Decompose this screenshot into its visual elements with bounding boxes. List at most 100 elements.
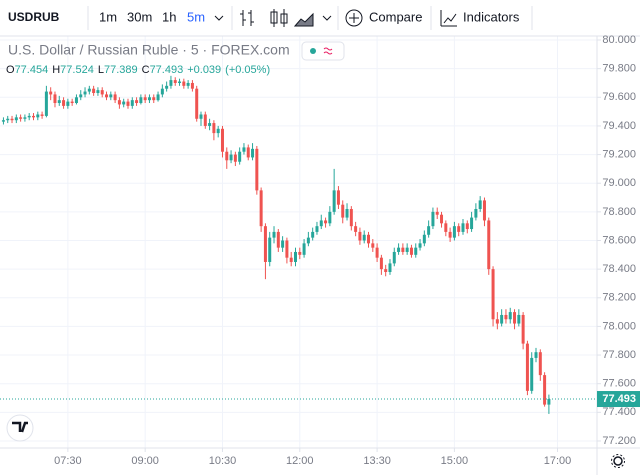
y-tick-label: 78.200 — [602, 292, 636, 304]
candle-body — [66, 101, 70, 106]
ohlc-legend: O77.454 H77.524 L77.389 C77.493 +0.039 (+0.05… — [6, 64, 270, 76]
candle-body — [534, 352, 538, 358]
interval-active[interactable]: 5m — [187, 9, 205, 24]
settings-icon[interactable] — [611, 454, 625, 468]
candle-body — [233, 154, 237, 162]
candle-body — [79, 94, 83, 98]
x-tick-label: 17:00 — [544, 455, 572, 467]
ohlc-value: 77.389 — [104, 64, 138, 76]
candle-body — [190, 82, 194, 89]
candles — [0, 75, 597, 414]
candle-body — [242, 147, 246, 152]
ohlc-label: H — [52, 64, 60, 76]
y-tick-label: 80.000 — [602, 34, 636, 46]
candle-body — [324, 220, 328, 224]
tv-logo[interactable] — [6, 414, 34, 442]
candle-body — [203, 114, 207, 126]
style-menu[interactable] — [322, 15, 332, 21]
candle-body — [547, 399, 551, 405]
compare-plus — [349, 13, 359, 23]
interval[interactable]: 1m — [99, 9, 117, 24]
y-tick-label: 77.600 — [602, 378, 636, 390]
candle-body — [57, 100, 61, 104]
candle-body — [83, 91, 87, 95]
candle-body — [422, 234, 426, 244]
y-tick-label: 79.200 — [602, 148, 636, 160]
x-tick-label: 13:30 — [363, 455, 391, 467]
interval[interactable]: 1h — [162, 9, 176, 24]
status-badge[interactable] — [301, 41, 345, 61]
interval-menu[interactable] — [214, 15, 224, 21]
candle-body — [113, 94, 117, 101]
candle-body — [367, 234, 371, 244]
candle-body — [448, 231, 452, 238]
ohlc-value: 77.524 — [60, 64, 94, 76]
candle-body — [388, 263, 392, 273]
candles-icon[interactable] — [270, 9, 288, 27]
y-tick-label: 79.400 — [602, 120, 636, 132]
candle-body — [186, 82, 190, 86]
symbol[interactable]: USDRUB — [8, 10, 60, 24]
candle-body — [178, 81, 182, 83]
candle-body — [165, 85, 169, 89]
axes: 77.200 77.400 77.600 77.800 78.000 78.200 78.4… — [54, 34, 640, 467]
x-tick-label: 10:30 — [209, 455, 237, 467]
candle-body — [362, 234, 366, 241]
candle-body — [521, 314, 525, 344]
candle-body — [276, 231, 280, 248]
candle-body — [487, 220, 491, 270]
y-tick-label: 77.200 — [602, 435, 636, 447]
candle-body — [255, 148, 259, 191]
y-tick-label: 78.400 — [602, 263, 636, 275]
interval[interactable]: 30m — [127, 9, 152, 24]
candle-body — [384, 269, 388, 273]
y-tick-label: 78.600 — [602, 234, 636, 246]
compare-icon[interactable] — [345, 9, 363, 27]
candle-body — [457, 226, 461, 232]
candle-body — [311, 231, 315, 238]
candle-body — [6, 118, 10, 121]
area-icon[interactable] — [293, 12, 314, 27]
candle-body — [225, 151, 229, 161]
toolbar — [0, 0, 640, 36]
candle-body — [238, 151, 242, 162]
indicators-icon[interactable] — [440, 10, 457, 27]
candle-body — [470, 217, 474, 230]
ohlc-label: L — [98, 64, 104, 76]
candle-body — [478, 200, 482, 209]
candle-body — [208, 123, 212, 126]
candle-body — [229, 154, 233, 161]
ohlc-value: 77.454 — [15, 64, 49, 76]
candle-body — [117, 100, 121, 105]
candle-body — [36, 114, 40, 118]
candle-body — [530, 357, 534, 391]
candle-body — [246, 147, 250, 158]
candle-body — [504, 314, 508, 320]
candle-body — [319, 220, 323, 227]
candle-body — [14, 117, 18, 121]
candle-body — [109, 94, 113, 98]
y-tick-label: 78.000 — [602, 320, 636, 332]
candle-body — [70, 101, 74, 104]
candle-body — [143, 97, 147, 101]
y-tick-label: 78.800 — [602, 206, 636, 218]
candle-body — [336, 190, 340, 205]
candle-body — [409, 247, 413, 255]
bars-icon[interactable] — [240, 10, 254, 26]
candle-body — [345, 208, 349, 218]
x-tick-label: 07:30 — [54, 455, 82, 467]
y-tick-label: 79.800 — [602, 63, 636, 75]
candle-body — [169, 80, 173, 86]
indicators[interactable]: Indicators — [463, 9, 520, 24]
candle-body — [130, 100, 134, 106]
candle-body — [332, 190, 336, 212]
candle-body — [160, 88, 164, 95]
ohlc-value: 77.493 — [150, 64, 184, 76]
candle-body — [375, 247, 379, 258]
change: +0.039 — [187, 64, 221, 76]
compare[interactable]: Compare — [369, 9, 422, 24]
candle-body — [126, 101, 130, 106]
candle-body — [23, 117, 27, 119]
candle-body — [349, 208, 353, 227]
candle-body — [371, 243, 375, 248]
